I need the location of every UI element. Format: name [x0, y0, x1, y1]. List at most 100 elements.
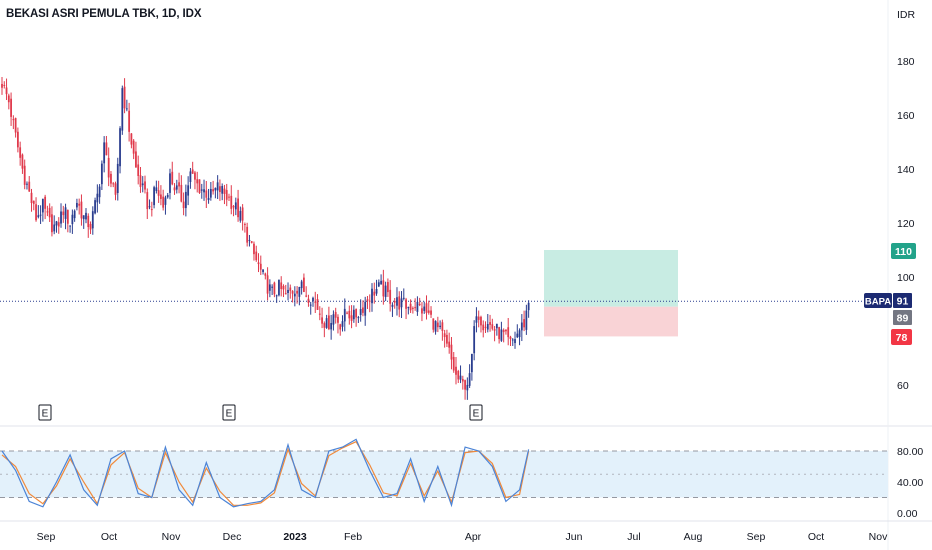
candle-body: [212, 189, 215, 192]
candle-body: [216, 182, 219, 191]
candle-body: [305, 295, 308, 297]
candle-body: [423, 306, 426, 311]
candle-body: [121, 88, 124, 131]
candle-body: [466, 384, 469, 391]
candle-body: [289, 287, 292, 291]
target-zone[interactable]: [544, 250, 678, 307]
candle-body: [96, 193, 99, 203]
candle-body: [439, 325, 442, 327]
candle-body: [12, 119, 15, 121]
svg-text:91: 91: [897, 296, 909, 308]
candle-body: [316, 299, 319, 310]
candle-body: [28, 181, 31, 192]
candle-body: [484, 326, 487, 328]
time-tick-label: Jul: [627, 531, 640, 543]
candle-body: [1, 83, 3, 88]
candle-body: [21, 154, 24, 169]
candle-body: [470, 354, 473, 373]
candle-body: [362, 307, 364, 313]
oscillator-tick-label: 0.00: [897, 508, 918, 520]
candle-body: [518, 330, 521, 338]
oscillator-tick-label: 40.00: [897, 477, 923, 489]
candle-body: [343, 308, 346, 322]
stop-price-tag: 78: [891, 329, 912, 345]
candle-body: [26, 183, 28, 185]
candle-body: [480, 316, 482, 326]
price-tick-label: 140: [897, 164, 915, 176]
candle-body: [60, 211, 62, 224]
candle-body: [64, 207, 67, 219]
candle-body: [489, 322, 491, 325]
candle-body: [196, 179, 199, 184]
candle-body: [448, 341, 451, 348]
candle-body: [321, 317, 323, 324]
candle-body: [282, 285, 285, 290]
candle-body: [330, 323, 333, 330]
candle-body: [384, 285, 387, 298]
candle-body: [355, 309, 358, 318]
candle-body: [334, 312, 337, 318]
candle-body: [114, 183, 117, 195]
candle-body: [16, 131, 19, 148]
candle-body: [78, 203, 81, 206]
candle-body: [377, 282, 380, 287]
candle-body: [405, 299, 407, 309]
candle-body: [207, 197, 210, 201]
candle-body: [396, 297, 398, 306]
candle-body: [82, 215, 85, 220]
stop-zone[interactable]: [544, 306, 678, 337]
candle-body: [514, 339, 516, 344]
candle-body: [14, 118, 17, 133]
candle-body: [76, 202, 78, 208]
candle-body: [418, 303, 421, 305]
candle-body: [132, 140, 135, 154]
candle-body: [464, 380, 466, 390]
candle-body: [180, 184, 183, 202]
candle-body: [46, 211, 49, 213]
time-tick-label: Dec: [223, 531, 242, 543]
candle-body: [391, 304, 394, 307]
candle-body: [291, 290, 294, 294]
time-tick-label: Oct: [101, 531, 117, 543]
candle-body: [332, 314, 335, 325]
candle-body: [303, 277, 305, 292]
candle-body: [150, 209, 153, 211]
candle-body: [194, 172, 196, 180]
earnings-marker-label: E: [226, 409, 233, 420]
chart-title: BEKASI ASRI PEMULA TBK, 1D, IDX: [6, 8, 202, 20]
price-axis[interactable]: 180 160 140 120 100 60: [897, 56, 915, 392]
time-tick-label: Nov: [162, 531, 181, 543]
candle-body: [371, 288, 373, 304]
candle-body: [3, 84, 6, 86]
svg-text:78: 78: [896, 332, 908, 344]
target-price-tag: 110: [891, 243, 916, 259]
candle-body: [450, 344, 453, 360]
candle-body: [48, 207, 51, 218]
candle-body: [7, 95, 10, 103]
candle-body: [230, 195, 233, 209]
candle-body: [446, 334, 448, 344]
candle-body: [511, 339, 514, 341]
candle-body: [309, 304, 312, 306]
candle-body: [164, 197, 167, 205]
candle-body: [457, 370, 460, 380]
candle-body: [119, 128, 121, 167]
candle-body: [307, 298, 310, 303]
candle-body: [421, 308, 423, 314]
time-tick-label: Sep: [37, 531, 56, 543]
candle-body: [500, 329, 503, 341]
symbol-price-tag: BAPA: [864, 293, 892, 308]
candle-body: [359, 309, 362, 315]
candle-body: [493, 329, 496, 331]
candle-body: [325, 318, 328, 328]
candle-body: [357, 317, 360, 319]
candle-body: [246, 226, 249, 243]
candle-body: [153, 187, 155, 206]
svg-text:89: 89: [897, 313, 909, 325]
candle-body: [71, 214, 74, 225]
candle-body: [91, 211, 94, 229]
oscillator-axis[interactable]: 80.00 40.00 0.00: [897, 446, 923, 520]
time-axis[interactable]: Sep Oct Nov Dec 2023 Feb Apr Jun Jul Aug Sep Oct Nov: [37, 531, 888, 543]
